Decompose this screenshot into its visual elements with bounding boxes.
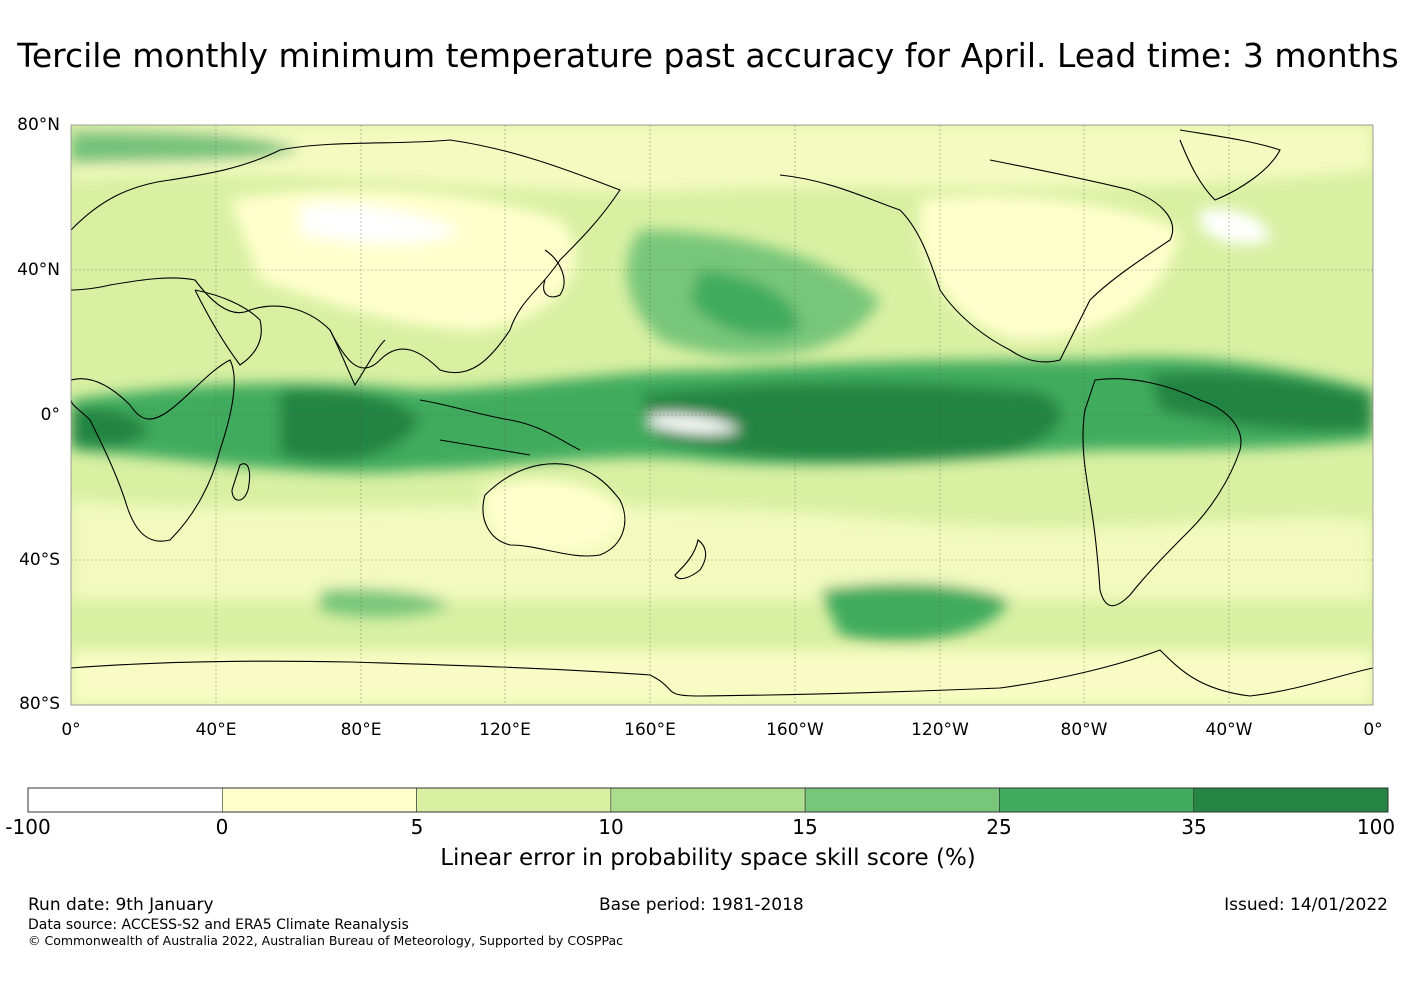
lon-label-80w: 80°W	[1060, 720, 1108, 740]
lon-label-160e: 160°E	[624, 720, 676, 740]
colorbar-tick: 100	[1356, 815, 1396, 839]
coast-greenland	[1179, 129, 1281, 201]
lon-label-0-right: 0°	[1363, 720, 1383, 740]
coast-nz	[674, 539, 707, 580]
colorbar-swatch	[1193, 787, 1389, 813]
base-period: Base period: 1981-2018	[599, 895, 804, 915]
field-africa-west	[71, 408, 150, 448]
colorbar-tick: -100	[5, 815, 51, 839]
field-arctic-green	[71, 130, 300, 165]
colorbar-swatch	[610, 787, 806, 813]
colorbar-swatch	[416, 787, 612, 813]
coast-africa	[71, 359, 235, 542]
colorbar-tick: 0	[215, 815, 229, 839]
map-frame	[70, 124, 1374, 706]
lat-label-80n: 80°N	[17, 115, 60, 135]
colorbar-frame	[27, 787, 1389, 813]
field-north-pale	[71, 125, 1373, 192]
field-south-indian	[320, 588, 450, 617]
field-asia-white	[300, 203, 460, 244]
issued-date: Issued: 14/01/2022	[1224, 895, 1388, 915]
coast-india	[329, 329, 386, 387]
lon-label-160w: 160°W	[766, 720, 824, 740]
coast-s-america	[1082, 378, 1242, 607]
chart-title: Tercile monthly minimum temperature past…	[17, 36, 1399, 75]
colorbar-tick: 25	[986, 815, 1012, 839]
field-south-pacific	[820, 583, 1010, 642]
colorbar-label: Linear error in probability space skill …	[440, 845, 976, 871]
field-atlantic-core	[1150, 371, 1373, 432]
colorbar	[27, 787, 1389, 813]
coast-australia	[482, 463, 626, 557]
field-antarctic-pale	[71, 650, 1373, 705]
colorbar-swatch	[27, 787, 223, 813]
lon-label-40e: 40°E	[195, 720, 237, 740]
lat-label-40n: 40°N	[17, 260, 60, 280]
lon-label-120w: 120°W	[911, 720, 969, 740]
lat-label-40s: 40°S	[19, 550, 60, 570]
coast-antarctica	[71, 649, 1373, 697]
field-greenland-white	[1200, 209, 1270, 245]
lat-label-80s: 80°S	[19, 694, 60, 714]
lon-label-40w: 40°W	[1205, 720, 1253, 740]
lon-label-80e: 80°E	[340, 720, 382, 740]
colorbar-swatch	[221, 787, 417, 813]
copyright: © Commonwealth of Australia 2022, Austra…	[28, 933, 623, 948]
coastlines	[71, 129, 1373, 697]
colorbar-swatch	[999, 787, 1195, 813]
lon-label-0: 0°	[61, 720, 81, 740]
coast-arabia	[194, 289, 262, 366]
coast-japan	[543, 249, 565, 298]
data-source: Data source: ACCESS-S2 and ERA5 Climate …	[28, 917, 409, 933]
graticule	[71, 125, 1373, 705]
colorbar-swatch	[804, 787, 1000, 813]
coast-madagascar	[231, 463, 251, 501]
field-eq-streak	[650, 414, 740, 434]
map-field	[71, 125, 1373, 705]
field-n-america	[920, 196, 1180, 340]
colorbar-tick: 10	[598, 815, 624, 839]
lon-label-120e: 120°E	[479, 720, 531, 740]
coast-indonesia	[419, 399, 581, 456]
colorbar-tick: 15	[792, 815, 818, 839]
colorbar-tick: 5	[410, 815, 424, 839]
field-australia	[480, 479, 625, 550]
field-south-pale	[71, 500, 1373, 600]
colorbar-tick: 35	[1181, 815, 1207, 839]
lat-label-0: 0°	[40, 405, 60, 425]
coast-n-america	[779, 159, 1174, 363]
run-date: Run date: 9th January	[28, 895, 214, 915]
field-pacific-core	[640, 383, 1062, 463]
field-indian-ocean	[280, 388, 420, 462]
field-npac-dark	[690, 270, 800, 336]
coast-europe-asia	[71, 139, 621, 374]
